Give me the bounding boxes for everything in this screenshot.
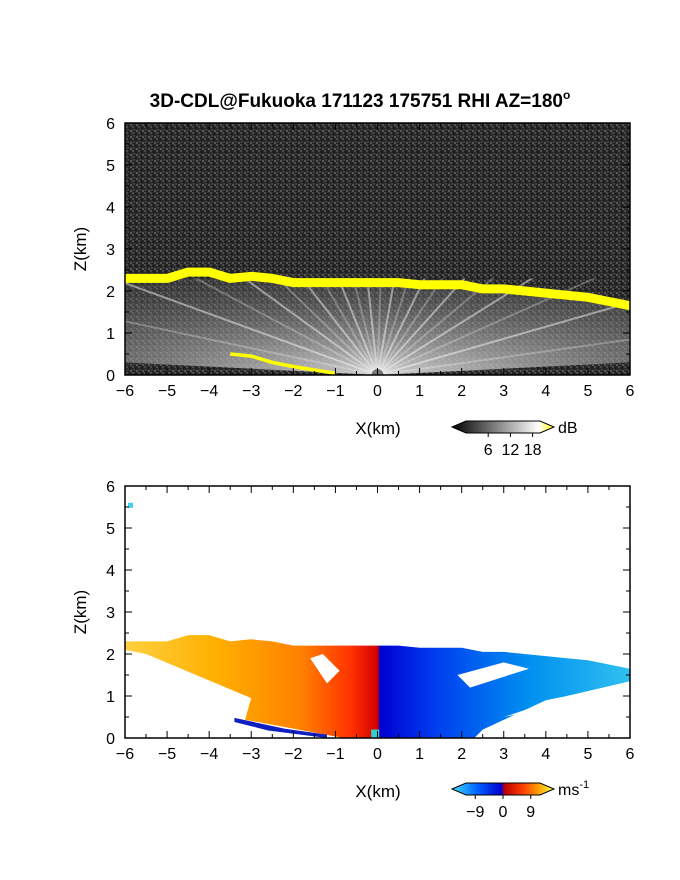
origin-velocity-patch — [371, 729, 380, 738]
velocity-colorbar-bar — [450, 782, 556, 796]
backscatter-x-tick-label: −6 — [116, 383, 134, 400]
backscatter-x-tick-label: −3 — [242, 383, 260, 400]
backscatter-x-tick-label: 3 — [499, 383, 508, 400]
velocity-colorbar-tick-label: −9 — [466, 804, 484, 821]
backscatter-echo-layer — [125, 123, 630, 375]
backscatter-colorbar-ticks: 6 12 18 — [484, 433, 542, 459]
backscatter-x-tick-label: 4 — [541, 383, 550, 400]
surface-velocity-echo — [234, 717, 327, 738]
velocity-colorbar-unit: ms-1 — [558, 779, 589, 799]
velocity-y-tick-label: 3 — [106, 605, 115, 622]
backscatter-beam-ray — [377, 338, 630, 375]
velocity-colorbar-tick-label: 9 — [526, 804, 535, 821]
isolated-velocity-pixel — [128, 502, 133, 508]
velocity-colorbar-ticks: −9 0 9 — [466, 795, 535, 821]
backscatter-colorbar: dB 6 12 18 — [450, 420, 578, 459]
velocity-x-tick-label: 0 — [373, 746, 382, 763]
velocity-echo-layer — [125, 502, 630, 738]
backscatter-x-tick-label: 0 — [373, 383, 382, 400]
backscatter-x-tick-label: 6 — [626, 383, 635, 400]
velocity-y-tick-label: 4 — [106, 563, 115, 580]
velocity-gap — [503, 681, 630, 717]
backscatter-colorbar-bar — [450, 420, 556, 434]
backscatter-colorbar-unit: dB — [558, 420, 578, 437]
velocity-x-tick-label: −5 — [158, 746, 176, 763]
velocity-x-tick-label: 1 — [415, 746, 424, 763]
velocity-x-tick-label: 6 — [626, 746, 635, 763]
velocity-x-tick-label: −6 — [116, 746, 134, 763]
backscatter-colorbar-tick-label: 6 — [484, 442, 493, 459]
backscatter-x-tick-label: 2 — [457, 383, 466, 400]
backscatter-beam-ray — [125, 320, 378, 375]
surface-echo-line — [230, 352, 336, 375]
velocity-colorbar-tick-label: 0 — [499, 804, 508, 821]
backscatter-y-axis-label: Z(km) — [71, 227, 90, 271]
velocity-x-axis-label: X(km) — [355, 782, 400, 801]
velocity-y-tick-label: 5 — [106, 521, 115, 538]
velocity-gap — [457, 662, 529, 688]
velocity-x-tick-label: 5 — [583, 746, 592, 763]
velocity-colorbar: ms-1 −9 0 9 — [450, 779, 589, 821]
backscatter-y-tick-label: 2 — [106, 284, 115, 301]
velocity-y-tick-label: 1 — [106, 689, 115, 706]
velocity-x-tick-label: 2 — [457, 746, 466, 763]
backscatter-beam-ray — [125, 282, 378, 375]
velocity-x-tick-label: 3 — [499, 746, 508, 763]
backscatter-beam-ray — [377, 301, 630, 375]
velocity-x-tick-label: −3 — [242, 746, 260, 763]
velocity-y-tick-label: 0 — [106, 731, 115, 748]
backscatter-y-tick-label: 5 — [106, 158, 115, 175]
velocity-y-tick-label: 2 — [106, 647, 115, 664]
backscatter-beam-fan — [125, 274, 630, 375]
velocity-panel: −6 −5 −4 −3 −2 −1 0 1 2 3 4 5 6 0 1 2 3 4 5 6 X(km) Z(km) m… — [71, 479, 635, 821]
backscatter-colorbar-tick-label: 18 — [524, 442, 542, 459]
velocity-x-tick-label: −4 — [200, 746, 218, 763]
velocity-x-tick-label: −1 — [326, 746, 344, 763]
backscatter-x-tick-label: 5 — [583, 383, 592, 400]
cloud-top-echo — [125, 267, 630, 311]
backscatter-y-tick-label: 6 — [106, 116, 115, 133]
velocity-gap — [125, 649, 252, 728]
backscatter-x-axis-label: X(km) — [355, 419, 400, 438]
backscatter-colorbar-tick-label: 12 — [502, 442, 520, 459]
backscatter-y-tick-label: 1 — [106, 326, 115, 343]
backscatter-noise-above-cloud — [125, 123, 630, 279]
chart-title: 3D-CDL@Fukuoka 171123 175751 RHI AZ=180o — [150, 88, 571, 112]
velocity-y-tick-label: 6 — [106, 479, 115, 496]
backscatter-y-tick-label: 4 — [106, 200, 115, 217]
backscatter-axes: −6 −5 −4 −3 −2 −1 0 1 2 3 4 5 6 0 1 2 3 4 5 6 — [106, 116, 634, 400]
backscatter-y-tick-label: 3 — [106, 242, 115, 259]
backscatter-y-tick-label: 0 — [106, 368, 115, 385]
backscatter-x-tick-label: −1 — [326, 383, 344, 400]
backscatter-x-tick-label: 1 — [415, 383, 424, 400]
velocity-y-axis-label: Z(km) — [71, 590, 90, 634]
velocity-x-tick-label: −2 — [284, 746, 302, 763]
velocity-axes: −6 −5 −4 −3 −2 −1 0 1 2 3 4 5 6 0 1 2 3 4 5 6 — [106, 479, 634, 763]
velocity-field — [125, 635, 630, 738]
velocity-gap — [310, 654, 340, 684]
backscatter-x-tick-label: −4 — [200, 383, 218, 400]
backscatter-x-tick-label: −5 — [158, 383, 176, 400]
velocity-x-tick-label: 4 — [541, 746, 550, 763]
backscatter-x-tick-label: −2 — [284, 383, 302, 400]
